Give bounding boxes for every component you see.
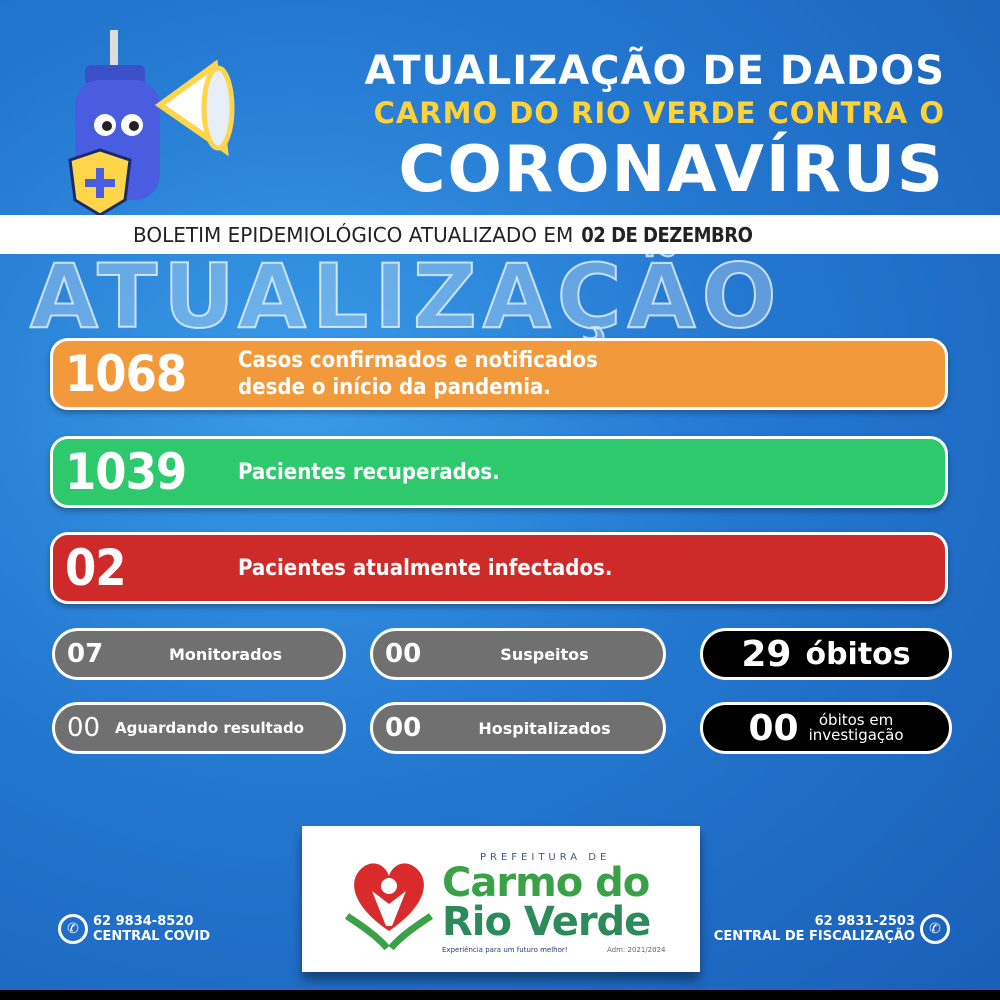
vaccine-mascot-illustration <box>68 30 235 217</box>
whatsapp-icon: ✆ <box>920 914 950 944</box>
headline-main: CORONAVÍRUS <box>398 133 945 207</box>
stat-value: 00 <box>748 707 799 749</box>
stat-label: óbitos <box>805 636 911 672</box>
contact-label: CENTRAL COVID <box>93 929 210 944</box>
stat-value: 00 <box>385 639 422 669</box>
prefeitura-logo: PREFEITURA DE Carmo do Rio Verde Experiê… <box>302 826 700 972</box>
stat-deaths: 29 óbitos <box>700 628 952 680</box>
stat-label: Hospitalizados <box>478 718 611 738</box>
stat-label: investigação <box>808 726 904 744</box>
contact-label: CENTRAL DE FISCALIZAÇÃO <box>713 929 915 944</box>
logo-adm: Adm: 2021/2024 <box>607 946 666 954</box>
watermark-text: ATUALIZAÇÃO <box>29 245 783 348</box>
stat-monitored: 07 Monitorados <box>52 628 346 680</box>
bulletin-prefix: BOLETIM EPIDEMIOLÓGICO ATUALIZADO EM <box>133 222 574 247</box>
contact-phone: 62 9831-2503 <box>814 914 915 929</box>
stat-hospitalized: 00 Hospitalizados <box>370 702 666 754</box>
headline-subtitle: CARMO DO RIO VERDE CONTRA O <box>373 96 945 130</box>
heart-hands-icon <box>345 863 433 951</box>
stat-value: 1068 <box>65 345 187 403</box>
stat-label: óbitos em <box>818 711 894 729</box>
stat-value: 07 <box>67 639 104 669</box>
stat-suspected: 00 Suspeitos <box>370 628 666 680</box>
contact-central-covid: ✆ 62 9834-8520 CENTRAL COVID <box>58 914 210 944</box>
stat-value: 02 <box>65 539 127 597</box>
stat-value: 29 <box>741 633 792 675</box>
bulletin-date: 02 DE DEZEMBRO <box>581 222 753 247</box>
stat-value: 00 <box>67 713 101 743</box>
logo-line1: Carmo do <box>442 860 650 906</box>
stat-label: Pacientes atualmente infectados. <box>238 555 613 581</box>
stat-deaths-investigation: 00 óbitos em investigação <box>700 702 952 754</box>
bulletin-band: BOLETIM EPIDEMIOLÓGICO ATUALIZADO EM 02 … <box>0 215 1000 254</box>
logo-top-text: PREFEITURA DE <box>480 852 611 863</box>
stat-label: Suspeitos <box>500 644 589 664</box>
stat-value: 1039 <box>65 443 187 501</box>
logo-line2: Rio Verde <box>442 899 651 945</box>
headline-title: ATUALIZAÇÃO DE DADOS <box>364 48 945 94</box>
whatsapp-icon: ✆ <box>58 914 88 944</box>
stat-infected: 02 Pacientes atualmente infectados. <box>50 532 948 604</box>
stat-label: Pacientes recuperados. <box>238 459 500 485</box>
logo-tagline: Experiência para um futuro melhor! <box>442 946 568 954</box>
contact-central-fiscalizacao: 62 9831-2503 CENTRAL DE FISCALIZAÇÃO ✆ <box>714 914 950 944</box>
stat-value: 00 <box>385 713 422 743</box>
contact-phone: 62 9834-8520 <box>93 914 194 929</box>
stat-recovered: 1039 Pacientes recuperados. <box>50 436 948 508</box>
stat-label: Casos confirmados e notificados <box>238 348 598 373</box>
stat-awaiting-results: 00 Aguardando resultado <box>52 702 346 754</box>
stat-label: Monitorados <box>168 644 283 664</box>
stat-confirmed-cases: 1068 Casos confirmados e notificados desd… <box>50 338 948 410</box>
stat-label: desde o início da pandemia. <box>238 375 551 400</box>
stat-label: Aguardando resultado <box>115 719 305 737</box>
